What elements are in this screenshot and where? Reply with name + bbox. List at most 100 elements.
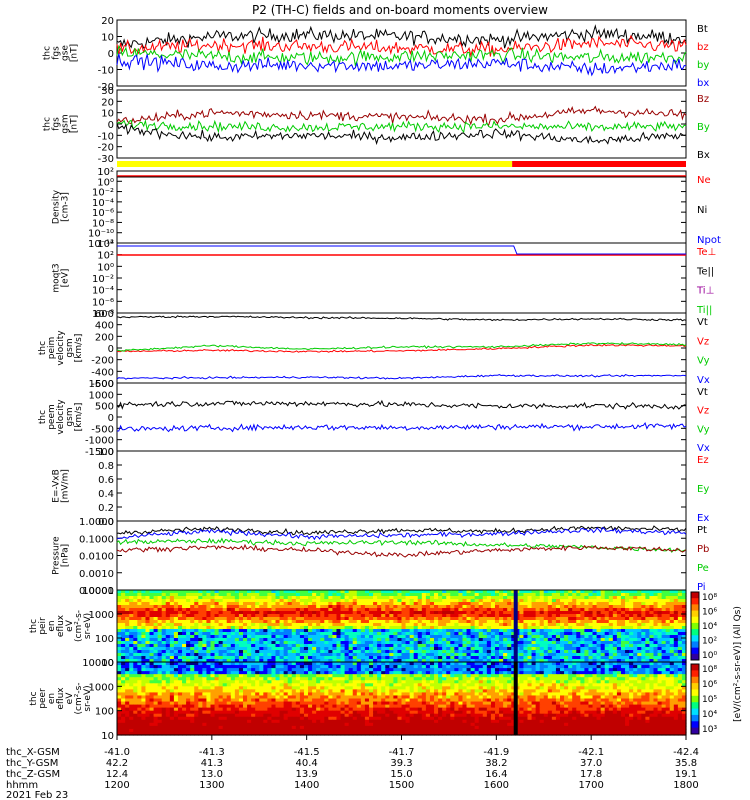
spectrogram-cell <box>494 611 500 615</box>
spectrogram-cell <box>356 689 362 694</box>
legend-entry: Vt <box>697 387 708 398</box>
spectrogram-cell <box>271 626 277 630</box>
spectrogram-cell <box>604 620 610 624</box>
spectrogram-cell <box>511 593 516 597</box>
spectrogram-cell <box>681 650 687 654</box>
spectrogram-cell <box>328 683 334 687</box>
spectrogram-cell <box>271 671 277 675</box>
spectrogram-cell <box>535 605 541 609</box>
spectrogram-cell <box>401 608 407 612</box>
spectrogram-cell <box>267 650 273 654</box>
spectrogram-cell <box>169 656 175 660</box>
spectrogram-cell <box>446 656 451 660</box>
spectrogram-cell <box>523 665 529 669</box>
spectrogram-cell <box>283 611 289 615</box>
spectrogram-cell <box>645 590 651 594</box>
spectrogram-cell <box>145 608 151 612</box>
spectrogram-cell <box>604 671 610 675</box>
spectrogram-cell <box>177 668 183 672</box>
spectrogram-cell <box>182 620 187 624</box>
spectrogram-cell <box>547 656 553 660</box>
spectrogram-cell <box>194 638 199 642</box>
spectrogram-cell <box>202 602 208 606</box>
spectrogram-cell <box>405 638 411 642</box>
spectrogram-cell <box>478 623 484 627</box>
spectrogram-cell <box>279 677 285 681</box>
spectrogram-cell <box>364 602 370 606</box>
spectrogram-cell <box>177 605 183 609</box>
spectrogram-cell <box>539 605 545 609</box>
spectrogram-cell <box>535 656 541 660</box>
spectrogram-cell <box>255 686 260 690</box>
spectrogram-cell <box>653 632 659 636</box>
spectrogram-cell <box>462 626 468 630</box>
spectrogram-cell <box>393 686 399 690</box>
spectrogram-cell <box>234 668 240 672</box>
spectrogram-cell <box>393 593 399 597</box>
spectrogram-cell <box>657 626 663 630</box>
spectrogram-cell <box>429 674 435 678</box>
spectrogram-cell <box>572 632 577 636</box>
spectrogram-cell <box>466 590 472 594</box>
spectrogram-cell <box>133 668 138 672</box>
spectrogram-cell <box>157 632 163 636</box>
spectrogram-cell <box>442 593 447 597</box>
spectrogram-cell <box>409 623 415 627</box>
spectrogram-cell <box>385 689 390 694</box>
spectrogram-cell <box>669 659 675 663</box>
spectrogram-cell <box>153 686 159 690</box>
spectrogram-cell <box>625 623 630 627</box>
spectrogram-cell <box>620 686 626 690</box>
spectrogram-cell <box>271 599 277 603</box>
spectrogram-cell <box>588 677 594 681</box>
spectrogram-cell <box>377 635 382 639</box>
spectrogram-cell <box>523 680 529 684</box>
spectrogram-cell <box>360 644 366 648</box>
spectrogram-cell <box>385 632 390 636</box>
spectrogram-cell <box>320 677 325 681</box>
spectrogram-cell <box>425 626 431 630</box>
spectrogram-cell <box>596 659 602 663</box>
spectrogram-cell <box>434 599 439 603</box>
spectrogram-cell <box>486 629 492 633</box>
spectrogram-cell <box>543 644 549 648</box>
spectrogram-cell <box>604 644 610 648</box>
spectrogram-cell <box>434 596 439 600</box>
spectrogram-cell <box>312 611 317 615</box>
spectrogram-cell <box>173 662 179 666</box>
spectrogram-cell <box>129 623 134 627</box>
spectrogram-cell <box>637 671 642 675</box>
spectrogram-cell <box>661 644 667 648</box>
spectrogram-cell <box>385 683 390 687</box>
spectrogram-cell <box>352 653 358 657</box>
spectrogram-cell <box>645 641 651 645</box>
spectrogram-cell <box>564 629 569 633</box>
spectrogram-cell <box>336 632 342 636</box>
spectrogram-cell <box>523 683 529 687</box>
spectrogram-cell <box>344 680 350 684</box>
spectrogram-cell <box>633 650 638 654</box>
spectrogram-cell <box>324 650 329 654</box>
spectrogram-cell <box>490 662 496 666</box>
spectrogram-cell <box>137 608 142 612</box>
spectrogram-cell <box>596 605 602 609</box>
spectrogram-cell <box>421 668 427 672</box>
spectrogram-cell <box>584 674 590 678</box>
spectrogram-cell <box>438 605 443 609</box>
spectrogram-cell <box>649 623 655 627</box>
spectrogram-cell <box>401 662 407 666</box>
y-axis-label-line: gse <box>61 45 71 61</box>
spectrogram-cell <box>608 641 614 645</box>
spectrogram-cell <box>340 635 346 639</box>
spectrogram-cell <box>681 641 687 645</box>
spectrogram-cell <box>616 641 622 645</box>
spectrogram-cell <box>344 629 350 633</box>
spectrogram-cell <box>283 650 289 654</box>
spectrogram-cell <box>242 614 248 618</box>
spectrogram-cell <box>218 659 224 663</box>
spectrogram-cell <box>673 623 679 627</box>
spectrogram-cell <box>149 614 155 618</box>
spectrogram-cell <box>519 623 525 627</box>
spectrogram-cell <box>198 638 203 642</box>
spectrogram-cell <box>117 686 122 690</box>
